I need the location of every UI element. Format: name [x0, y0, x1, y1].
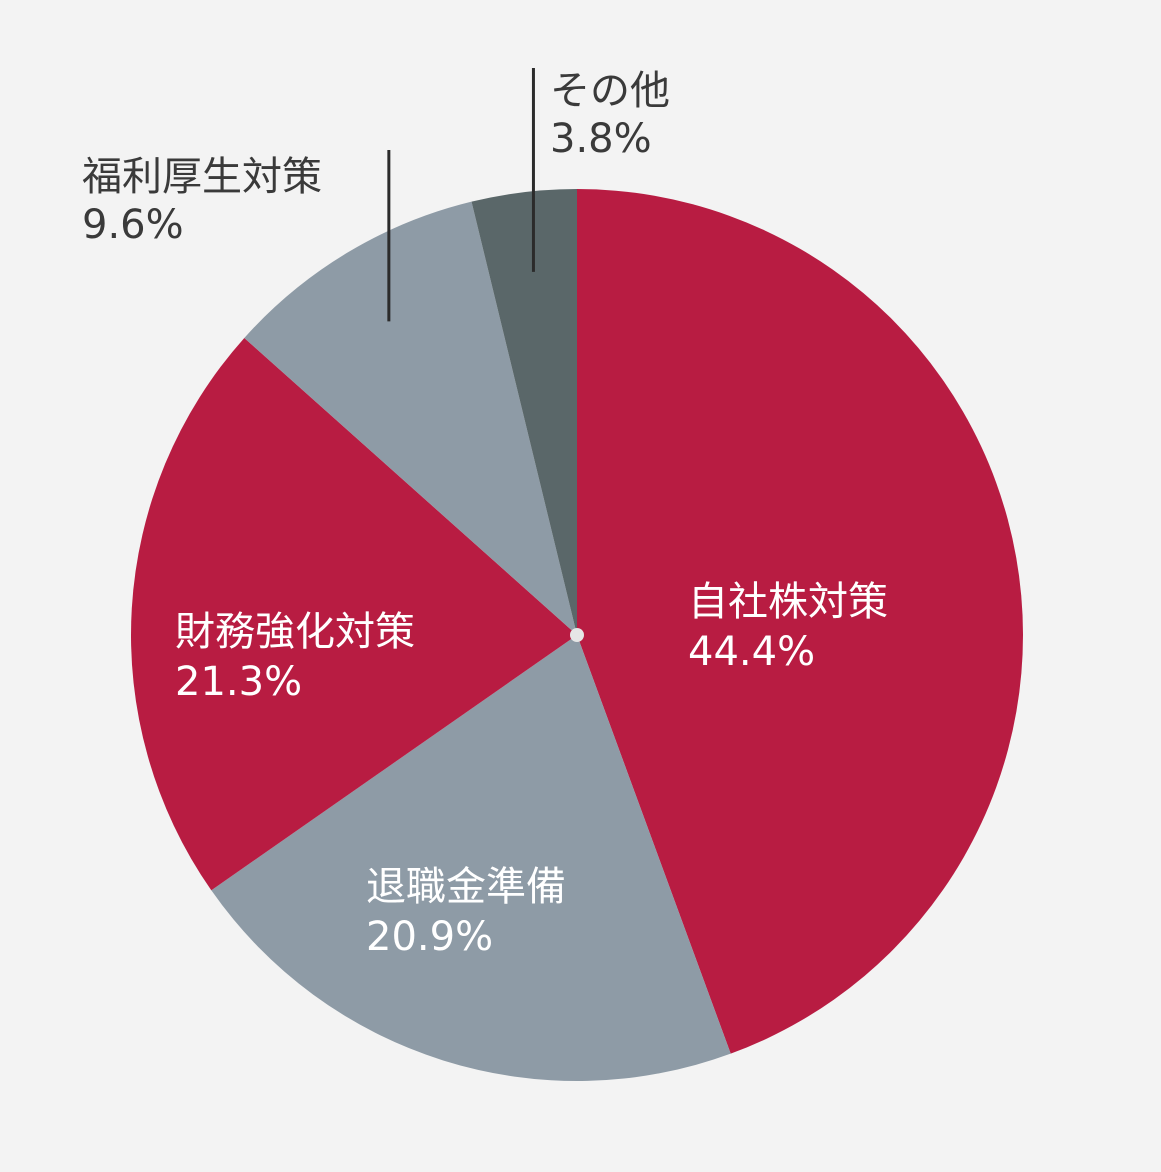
slice-label-jisha: 自社株対策 — [688, 579, 888, 625]
slice-value-fukuri: 9.6% — [82, 202, 184, 248]
pie-slice-sonota — [471, 189, 577, 635]
slice-label-taishokukin: 退職金準備 — [366, 864, 566, 910]
pie-slice-taishokukin — [211, 635, 731, 1081]
pie-slice-zaimu — [130, 337, 578, 891]
pie-slice-jisha — [577, 189, 1023, 1054]
leader-lines — [387, 68, 535, 322]
slice-value-jisha: 44.4% — [688, 629, 815, 675]
pie-slice-fukuri — [244, 201, 577, 635]
pie-slices — [130, 189, 1023, 1081]
slice-value-zaimu: 21.3% — [175, 659, 302, 705]
slice-value-sonota: 3.8% — [550, 116, 652, 162]
pie-center-dot — [570, 628, 584, 642]
slice-label-zaimu: 財務強化対策 — [175, 609, 415, 655]
slice-label-fukuri: 福利厚生対策 — [82, 154, 322, 200]
slice-value-taishokukin: 20.9% — [366, 914, 493, 960]
slice-label-sonota: その他 — [550, 68, 670, 114]
